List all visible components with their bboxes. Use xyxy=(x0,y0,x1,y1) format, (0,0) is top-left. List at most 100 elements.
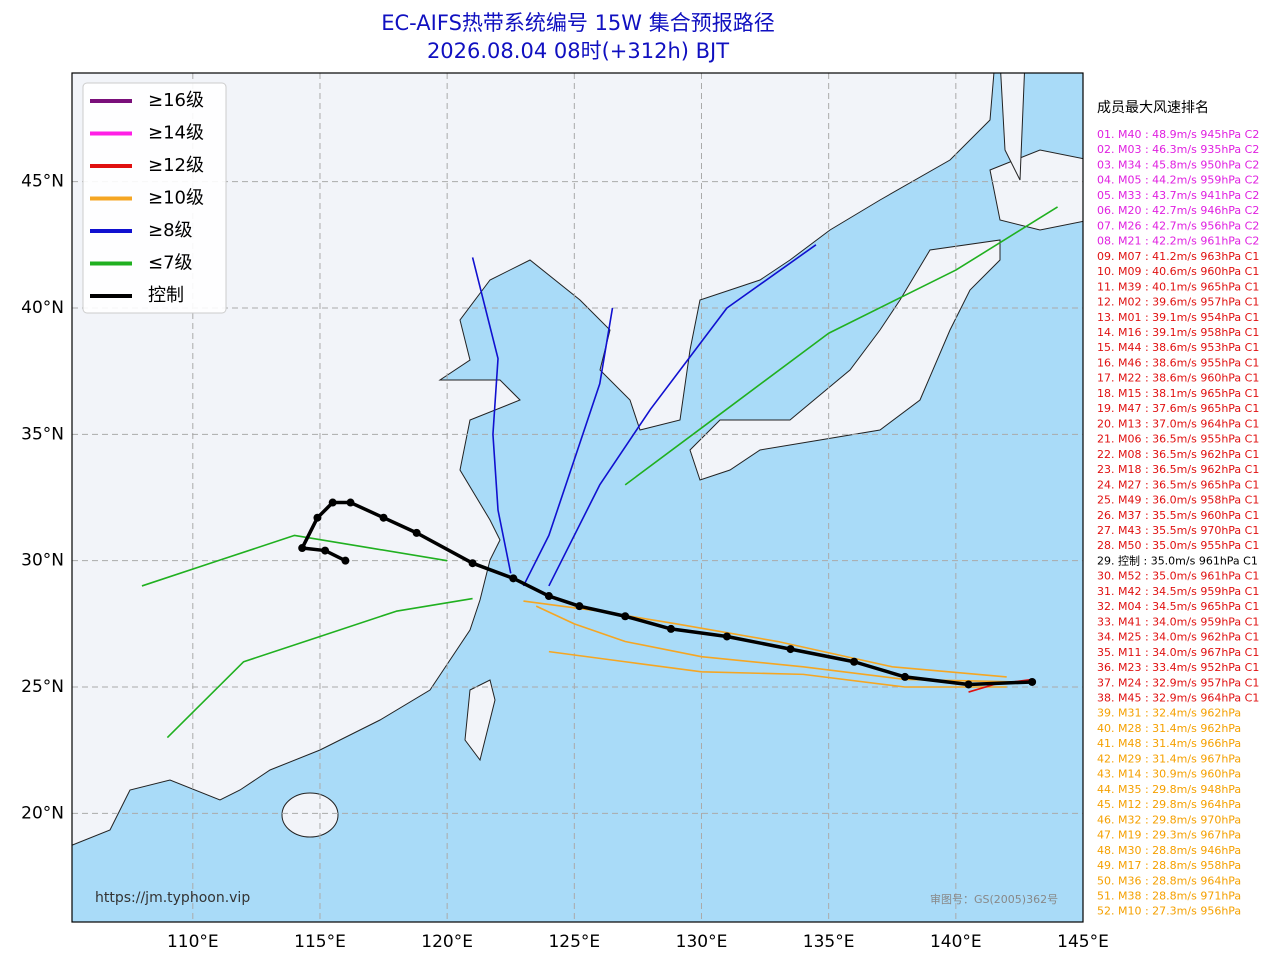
ranking-item: 04. M05 : 44.2m/s 959hPa C2 xyxy=(1097,174,1259,187)
control-point xyxy=(575,602,584,611)
ranking-item: 40. M28 : 31.4m/s 962hPa xyxy=(1097,722,1241,735)
ranking-item: 43. M14 : 30.9m/s 960hPa xyxy=(1097,768,1241,781)
x-tick-label: 110°E xyxy=(167,932,219,952)
ranking-item: 44. M35 : 29.8m/s 948hPa xyxy=(1097,783,1241,796)
x-tick-label: 145°E xyxy=(1057,932,1109,952)
ranking-item: 38. M45 : 32.9m/s 964hPa C1 xyxy=(1097,692,1259,705)
ranking-item: 50. M36 : 28.8m/s 964hPa xyxy=(1097,874,1241,887)
ranking-item: 28. M50 : 35.0m/s 955hPa C1 xyxy=(1097,539,1259,552)
y-tick-label: 30°N xyxy=(21,551,64,571)
ranking-item: 31. M42 : 34.5m/s 959hPa C1 xyxy=(1097,585,1259,598)
ranking-item: 34. M25 : 34.0m/s 962hPa C1 xyxy=(1097,631,1259,644)
ranking-item: 08. M21 : 42.2m/s 961hPa C2 xyxy=(1097,235,1259,248)
legend xyxy=(82,82,227,314)
source-url: https://jm.typhoon.vip xyxy=(95,890,250,906)
member-track xyxy=(522,307,614,587)
ranking-item: 52. M10 : 27.3m/s 956hPa xyxy=(1097,905,1241,918)
approval-number: 审图号：GS(2005)362号 xyxy=(930,892,1058,906)
subtitle: 2026.08.04 08时(+312h) BJT xyxy=(427,39,729,63)
legend-label: ≤7级 xyxy=(148,253,193,274)
member-track xyxy=(548,244,817,587)
control-point xyxy=(341,556,350,565)
land xyxy=(1000,73,1025,181)
legend-label: ≥10级 xyxy=(148,188,204,209)
control-point xyxy=(509,574,518,583)
ranking-item: 02. M03 : 46.3m/s 935hPa C2 xyxy=(1097,143,1259,156)
x-tick-label: 125°E xyxy=(548,932,600,952)
ranking-item: 41. M48 : 31.4m/s 966hPa xyxy=(1097,737,1241,750)
ranking-item: 09. M07 : 41.2m/s 963hPa C1 xyxy=(1097,250,1259,263)
land xyxy=(72,73,995,846)
ranking-item: 22. M08 : 36.5m/s 962hPa C1 xyxy=(1097,448,1259,461)
control-point xyxy=(544,592,553,601)
ranking-item: 07. M26 : 42.7m/s 956hPa C2 xyxy=(1097,219,1259,232)
ranking-item: 37. M24 : 32.9m/s 957hPa C1 xyxy=(1097,676,1259,689)
control-point xyxy=(786,645,795,654)
ranking-item: 15. M44 : 38.6m/s 953hPa C1 xyxy=(1097,341,1259,354)
ranking-item: 11. M39 : 40.1m/s 965hPa C1 xyxy=(1097,280,1259,293)
control-point xyxy=(964,680,973,689)
ranking-item: 21. M06 : 36.5m/s 955hPa C1 xyxy=(1097,433,1259,446)
y-tick-label: 20°N xyxy=(21,803,64,823)
ranking-item: 30. M52 : 35.0m/s 961hPa C1 xyxy=(1097,570,1259,583)
land xyxy=(689,239,1001,481)
control-point xyxy=(379,513,388,522)
control-point xyxy=(1028,677,1037,686)
ranking-item: 48. M30 : 28.8m/s 946hPa xyxy=(1097,844,1241,857)
ranking-item: 06. M20 : 42.7m/s 946hPa C2 xyxy=(1097,204,1259,217)
ranking-item: 18. M15 : 38.1m/s 965hPa C1 xyxy=(1097,387,1259,400)
x-tick-label: 140°E xyxy=(930,932,982,952)
ranking-item: 46. M32 : 29.8m/s 970hPa xyxy=(1097,813,1241,826)
land xyxy=(464,679,496,762)
control-point xyxy=(722,632,731,641)
control-point xyxy=(313,513,322,522)
control-point xyxy=(298,544,307,553)
ranking-item: 45. M12 : 29.8m/s 964hPa xyxy=(1097,798,1241,811)
control-point xyxy=(900,672,909,681)
land xyxy=(989,149,1083,231)
member-track xyxy=(166,597,473,739)
control-point xyxy=(346,498,355,507)
ranking-item: 03. M34 : 45.8m/s 950hPa C2 xyxy=(1097,158,1259,171)
x-tick-label: 120°E xyxy=(421,932,473,952)
y-tick-label: 25°N xyxy=(21,677,64,697)
ranking-item: 24. M27 : 36.5m/s 965hPa C1 xyxy=(1097,478,1259,491)
ranking-item: 23. M18 : 36.5m/s 962hPa C1 xyxy=(1097,463,1259,476)
y-tick-label: 40°N xyxy=(21,298,64,318)
control-point xyxy=(850,657,859,666)
ranking-item: 19. M47 : 37.6m/s 965hPa C1 xyxy=(1097,402,1259,415)
member-track xyxy=(624,206,1058,486)
ranking-item: 33. M41 : 34.0m/s 959hPa C1 xyxy=(1097,615,1259,628)
frame xyxy=(71,72,1084,923)
ranking-item: 27. M43 : 35.5m/s 970hPa C1 xyxy=(1097,524,1259,537)
control-point xyxy=(321,546,330,555)
member-track xyxy=(141,534,448,587)
x-tick-label: 115°E xyxy=(294,932,346,952)
legend-label: ≥16级 xyxy=(148,90,204,111)
y-tick-label: 45°N xyxy=(21,172,64,192)
control-point xyxy=(328,498,337,507)
legend-label: ≥8级 xyxy=(148,220,193,241)
ranking-item: 36. M23 : 33.4m/s 952hPa C1 xyxy=(1097,661,1259,674)
control-point xyxy=(621,612,630,621)
ranking-item: 13. M01 : 39.1m/s 954hPa C1 xyxy=(1097,311,1259,324)
legend-label: ≥14级 xyxy=(148,123,204,144)
x-tick-label: 130°E xyxy=(676,932,728,952)
x-tick-label: 135°E xyxy=(803,932,855,952)
ranking-item: 26. M37 : 35.5m/s 960hPa C1 xyxy=(1097,509,1259,522)
member-track xyxy=(548,650,1007,688)
land xyxy=(281,792,339,838)
ranking-item: 20. M13 : 37.0m/s 964hPa C1 xyxy=(1097,417,1259,430)
control-point xyxy=(666,624,675,633)
ranking-item: 16. M46 : 38.6m/s 955hPa C1 xyxy=(1097,356,1259,369)
ranking-item: 32. M04 : 34.5m/s 965hPa C1 xyxy=(1097,600,1259,613)
ranking-item: 05. M33 : 43.7m/s 941hPa C2 xyxy=(1097,189,1259,202)
ranking-item: 25. M49 : 36.0m/s 958hPa C1 xyxy=(1097,494,1259,507)
title: EC-AIFS热带系统编号 15W 集合预报路径 xyxy=(381,11,774,35)
legend-label: ≥12级 xyxy=(148,155,204,176)
control-point xyxy=(412,528,421,537)
ranking-item: 42. M29 : 31.4m/s 967hPa xyxy=(1097,752,1241,765)
ranking-item: 49. M17 : 28.8m/s 958hPa xyxy=(1097,859,1241,872)
ranking-item: 17. M22 : 38.6m/s 960hPa C1 xyxy=(1097,372,1259,385)
